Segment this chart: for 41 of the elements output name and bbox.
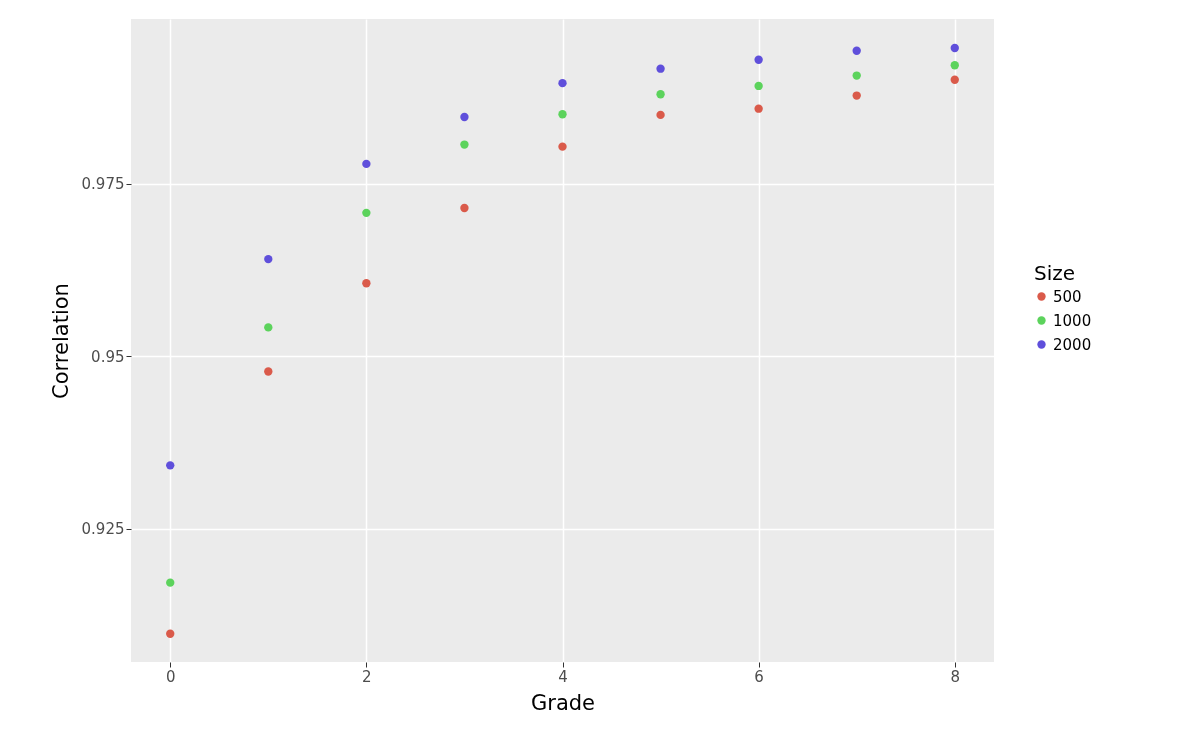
point: [166, 629, 175, 638]
point: [558, 110, 567, 119]
point: [362, 279, 371, 288]
point: [362, 208, 371, 218]
point: [264, 367, 273, 376]
x-tick-label: 6: [754, 667, 764, 686]
legend-label: 1000: [1053, 311, 1092, 330]
y-tick-label: 0.925: [81, 520, 125, 539]
point: [558, 78, 567, 88]
point: [656, 110, 665, 120]
y-tick-label: 0.975: [81, 175, 125, 194]
point: [460, 203, 469, 213]
legend-label: 500: [1053, 287, 1082, 306]
point: [950, 61, 959, 70]
point: [362, 159, 371, 169]
point: [754, 55, 763, 64]
point: [166, 578, 175, 587]
point: [460, 112, 469, 122]
point: [656, 64, 665, 73]
point: [558, 142, 567, 151]
legend-title: Size: [1034, 261, 1076, 285]
point: [852, 91, 861, 100]
x-tick-label: 4: [558, 667, 568, 686]
point: [166, 461, 175, 470]
point: [852, 46, 861, 55]
point: [264, 254, 273, 264]
point: [460, 140, 469, 149]
x-tick-label: 2: [362, 667, 372, 686]
point: [754, 104, 763, 113]
y-axis-title: Correlation: [48, 283, 73, 399]
x-tick-label: 8: [950, 667, 961, 686]
point: [852, 71, 861, 80]
point: [754, 81, 763, 91]
y-tick-label: 0.95: [91, 347, 125, 366]
point: [950, 43, 959, 53]
x-axis-title: Grade: [530, 690, 596, 715]
point: [950, 75, 959, 84]
point: [264, 323, 273, 332]
point: [656, 90, 665, 99]
legend-label: 2000: [1053, 335, 1092, 354]
x-tick-label: 0: [165, 667, 176, 686]
